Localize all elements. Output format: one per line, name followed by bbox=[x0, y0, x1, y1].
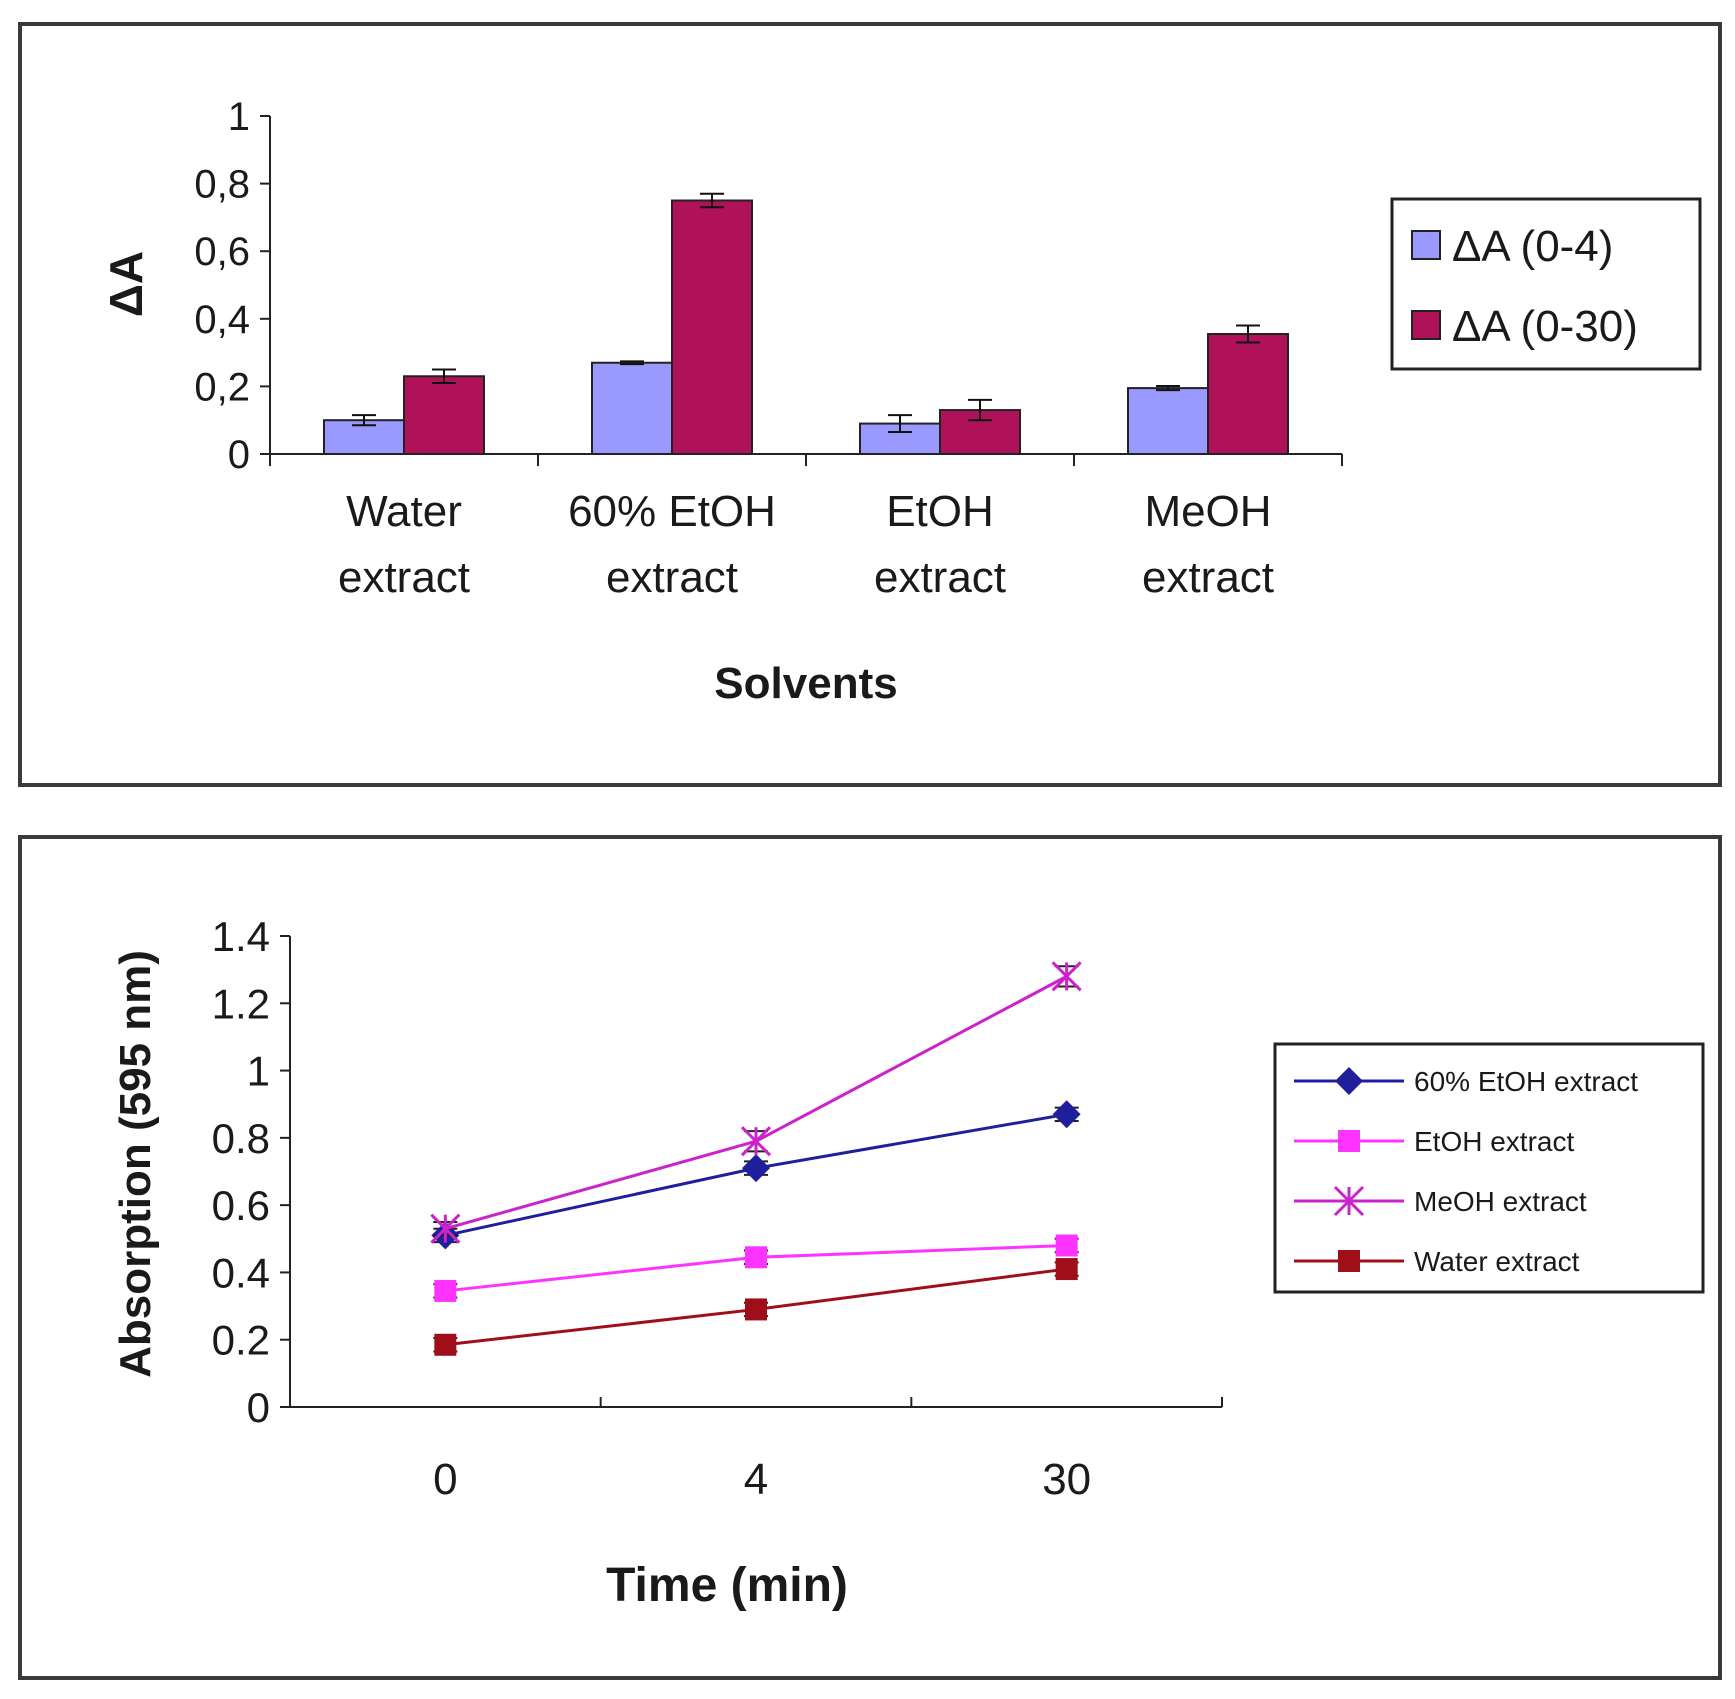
legend-marker bbox=[1338, 1250, 1360, 1272]
x-tick-label: MeOH bbox=[1144, 487, 1271, 536]
bar-chart: 0 0,2 0,4 0,6 0,8 1 Water extract 60% EtOH extrac… bbox=[100, 95, 1702, 708]
y-tick-label: 1.2 bbox=[212, 980, 270, 1027]
data-point bbox=[1052, 1100, 1081, 1129]
legend-marker bbox=[1335, 1067, 1363, 1095]
y-tick-label: 0 bbox=[247, 1384, 270, 1431]
legend-label: 60% EtOH extract bbox=[1414, 1066, 1638, 1097]
y-tick-label: 0.6 bbox=[212, 1182, 270, 1229]
legend bbox=[1390, 197, 1702, 371]
y-tick-label: 0 bbox=[228, 433, 250, 477]
y-tick-label: 0,4 bbox=[194, 298, 250, 342]
data-point bbox=[434, 1333, 457, 1356]
y-tick-label: 1 bbox=[228, 95, 250, 139]
line-chart: 0 0.2 0.4 0.6 0.8 1 1.2 1.4 0 4 30 Time (min) Absorp… bbox=[111, 913, 1705, 1612]
legend-marker bbox=[1338, 1130, 1360, 1152]
bar bbox=[1207, 333, 1289, 456]
legend-marker bbox=[1333, 1185, 1365, 1217]
bar bbox=[591, 361, 673, 455]
x-axis-label: Solvents bbox=[714, 659, 897, 708]
bar bbox=[671, 199, 753, 455]
x-tick-label: 4 bbox=[744, 1455, 768, 1504]
x-tick-label: extract bbox=[606, 553, 738, 602]
y-tick-label: 0.2 bbox=[212, 1317, 270, 1364]
x-tick-label: 60% EtOH bbox=[568, 487, 776, 536]
x-tick-label: extract bbox=[874, 553, 1006, 602]
x-tick-label: extract bbox=[1142, 553, 1274, 602]
legend-label: Water extract bbox=[1414, 1246, 1580, 1277]
x-tick-label: 30 bbox=[1042, 1455, 1091, 1504]
y-tick-label: 0.8 bbox=[212, 1115, 270, 1162]
data-point bbox=[745, 1246, 767, 1269]
series-line bbox=[444, 975, 1068, 1231]
legend-label: ΔA (0-30) bbox=[1452, 302, 1638, 351]
y-tick-label: 0,8 bbox=[194, 163, 250, 207]
data-point bbox=[434, 1279, 457, 1302]
data-point bbox=[1055, 1258, 1078, 1281]
data-point bbox=[740, 1126, 772, 1157]
x-tick-label: 0 bbox=[433, 1455, 457, 1504]
data-point bbox=[745, 1298, 767, 1321]
y-tick-label: 0.4 bbox=[212, 1249, 270, 1296]
y-tick-label: 0,6 bbox=[194, 230, 250, 274]
legend-label: EtOH extract bbox=[1414, 1126, 1574, 1157]
x-axis-label: Time (min) bbox=[606, 1559, 848, 1612]
x-tick-label: extract bbox=[338, 553, 470, 602]
y-axis-label: Absorption (595 nm) bbox=[111, 950, 160, 1378]
data-point bbox=[1055, 1234, 1078, 1257]
data-point bbox=[1051, 961, 1082, 992]
x-tick-label: EtOH bbox=[886, 487, 994, 536]
line-chart-panel: 0 0.2 0.4 0.6 0.8 1 1.2 1.4 0 4 30 Time (min) Absorp… bbox=[18, 835, 1722, 1680]
y-tick-label: 0,2 bbox=[194, 365, 250, 409]
bar bbox=[1127, 387, 1209, 455]
legend-label: ΔA (0-4) bbox=[1452, 222, 1613, 271]
y-axis-label: ΔA bbox=[100, 251, 152, 317]
data-point bbox=[742, 1154, 770, 1183]
legend-swatch bbox=[1411, 230, 1441, 260]
legend-swatch bbox=[1411, 310, 1441, 340]
y-tick-label: 1 bbox=[247, 1048, 270, 1095]
legend-label: MeOH extract bbox=[1414, 1186, 1587, 1217]
bar-chart-panel: 0 0,2 0,4 0,6 0,8 1 Water extract 60% EtOH extrac… bbox=[18, 22, 1722, 787]
y-tick-label: 1.4 bbox=[212, 913, 270, 960]
bar bbox=[403, 375, 485, 456]
data-point bbox=[430, 1213, 461, 1244]
x-tick-label: Water bbox=[346, 487, 462, 536]
